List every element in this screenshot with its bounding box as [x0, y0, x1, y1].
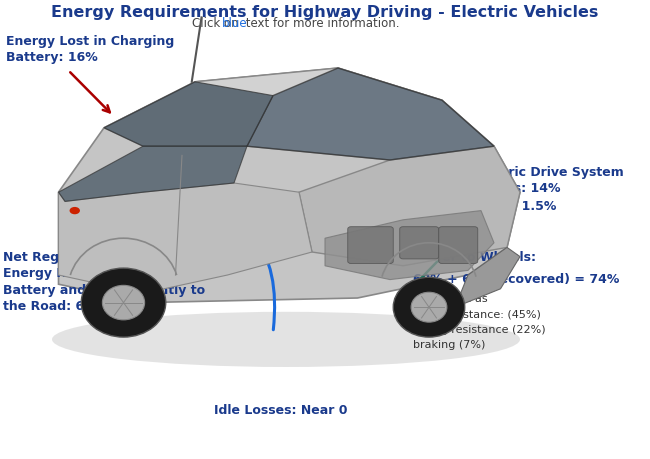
Polygon shape [58, 184, 312, 294]
Text: Dissipated as: Dissipated as [413, 294, 488, 304]
Polygon shape [104, 69, 494, 161]
Text: braking (7%): braking (7%) [413, 339, 485, 349]
Polygon shape [325, 211, 494, 280]
Polygon shape [104, 83, 273, 147]
Polygon shape [299, 147, 520, 266]
Text: text for more information.: text for more information. [242, 17, 400, 29]
Text: Energy Requirements for Highway Driving - Electric Vehicles: Energy Requirements for Highway Driving … [51, 5, 599, 20]
Text: 68% + 6% (recovered) = 74%: 68% + 6% (recovered) = 74% [413, 272, 619, 285]
FancyBboxPatch shape [439, 227, 478, 264]
FancyBboxPatch shape [400, 227, 439, 259]
Text: wind resistance: (45%): wind resistance: (45%) [413, 309, 541, 319]
Ellipse shape [393, 278, 465, 337]
Ellipse shape [52, 312, 520, 367]
Polygon shape [58, 69, 520, 303]
Text: Parasitic Losses: 1.5%: Parasitic Losses: 1.5% [400, 200, 556, 213]
Text: blue: blue [222, 17, 248, 29]
Ellipse shape [103, 285, 144, 320]
FancyBboxPatch shape [348, 227, 393, 264]
Text: Electric Drive System
Losses: 14%: Electric Drive System Losses: 14% [474, 165, 624, 195]
Circle shape [70, 207, 80, 215]
Text: rolling resistance (22%): rolling resistance (22%) [413, 324, 545, 334]
Text: Click on: Click on [192, 17, 242, 29]
Text: Energy Lost in Charging
Battery: 16%: Energy Lost in Charging Battery: 16% [6, 34, 175, 64]
Polygon shape [247, 69, 494, 161]
Ellipse shape [411, 293, 447, 322]
Ellipse shape [81, 269, 166, 337]
Polygon shape [58, 147, 247, 202]
Polygon shape [455, 248, 520, 308]
Text: Net Regenerative Braking
Energy Returned to the
Battery and Subsequently to
the : Net Regenerative Braking Energy Returned… [3, 250, 205, 313]
Text: Idle Losses: Near 0: Idle Losses: Near 0 [214, 403, 348, 416]
Text: Power to Wheels:: Power to Wheels: [413, 250, 536, 263]
